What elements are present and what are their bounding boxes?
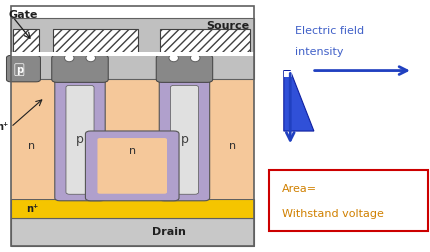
Text: p: p — [76, 133, 84, 146]
Bar — [11, 199, 254, 218]
Bar — [11, 79, 254, 199]
Text: n: n — [129, 146, 136, 156]
Bar — [13, 29, 39, 54]
Ellipse shape — [190, 54, 200, 62]
FancyBboxPatch shape — [66, 85, 94, 194]
FancyBboxPatch shape — [170, 85, 199, 194]
Ellipse shape — [86, 54, 95, 62]
Bar — [11, 18, 254, 79]
Bar — [11, 218, 254, 246]
FancyBboxPatch shape — [159, 79, 210, 201]
FancyBboxPatch shape — [98, 138, 167, 194]
Ellipse shape — [64, 54, 74, 62]
Bar — [53, 29, 138, 54]
Bar — [160, 29, 250, 54]
FancyBboxPatch shape — [55, 79, 105, 201]
Text: Gate: Gate — [9, 10, 38, 20]
FancyBboxPatch shape — [86, 131, 179, 201]
Text: p: p — [181, 133, 188, 146]
Text: p: p — [16, 65, 23, 75]
Text: n: n — [230, 141, 236, 151]
FancyBboxPatch shape — [52, 55, 108, 82]
Ellipse shape — [169, 54, 178, 62]
Polygon shape — [284, 71, 314, 131]
Text: Drain: Drain — [152, 227, 186, 237]
FancyBboxPatch shape — [6, 55, 40, 82]
Text: Source: Source — [206, 21, 249, 30]
Text: intensity: intensity — [295, 47, 343, 57]
FancyBboxPatch shape — [156, 55, 213, 82]
Text: n⁺: n⁺ — [26, 204, 38, 214]
Bar — [11, 6, 254, 246]
Bar — [11, 52, 254, 56]
Text: n⁺: n⁺ — [0, 122, 9, 132]
Bar — [269, 170, 428, 231]
Text: Electric field: Electric field — [295, 26, 364, 37]
Text: Area=: Area= — [282, 184, 317, 195]
Bar — [284, 71, 292, 77]
Text: n: n — [28, 141, 35, 151]
Text: Withstand voltage: Withstand voltage — [282, 209, 384, 219]
